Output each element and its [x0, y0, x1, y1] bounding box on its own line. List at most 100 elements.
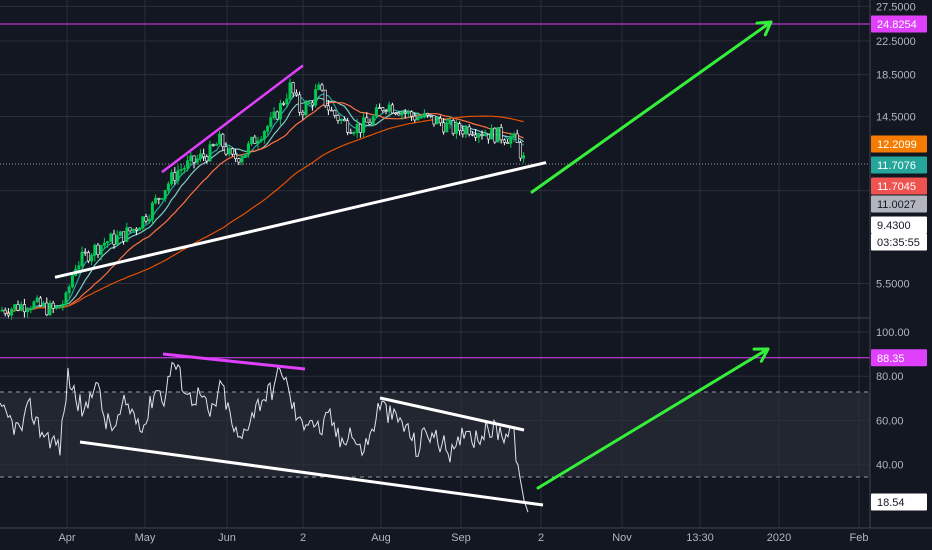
- candle: [192, 155, 196, 169]
- candle: [310, 100, 314, 111]
- price-tick-label: 14.5000: [876, 112, 916, 124]
- candle: [246, 141, 250, 158]
- candle: [163, 190, 167, 203]
- price-tick-label: 18.5000: [876, 70, 916, 82]
- candle: [70, 272, 74, 289]
- candle: [429, 114, 433, 119]
- candle: [243, 154, 247, 158]
- candle: [474, 129, 478, 142]
- candle: [58, 306, 62, 309]
- bullish-arrow-price[interactable]: [530, 20, 773, 194]
- candle: [403, 108, 407, 119]
- time-tick-label: 13:30: [686, 532, 714, 544]
- candle: [48, 300, 52, 317]
- candle: [419, 114, 423, 119]
- candle: [182, 165, 186, 174]
- rsi-divergence-line[interactable]: [162, 352, 306, 371]
- svg-text:88.35: 88.35: [877, 353, 905, 365]
- candle: [106, 240, 110, 248]
- candle: [32, 300, 36, 310]
- candle: [342, 116, 346, 122]
- price-tick-label: 27.5000: [876, 1, 916, 13]
- candle: [400, 110, 404, 120]
- candle: [54, 305, 58, 310]
- price-badge-horizontal-line: 24.8254: [871, 15, 927, 33]
- candle: [13, 304, 17, 313]
- candle: [80, 246, 84, 271]
- time-axis[interactable]: Apr May Jun 2 Aug Sep 2 Nov 13:30 2020 Feb: [0, 527, 932, 544]
- time-tick-label: 2: [538, 532, 544, 544]
- candle: [26, 307, 30, 318]
- candle: [451, 118, 455, 136]
- candle: [298, 91, 302, 116]
- candle: [499, 124, 503, 144]
- price-badge-ma-short: 11.7076: [871, 156, 927, 174]
- candle: [218, 131, 222, 145]
- candle: [422, 109, 426, 119]
- rsi-support-trendline[interactable]: [79, 440, 544, 507]
- candle: [173, 167, 177, 185]
- candle: [0, 306, 4, 312]
- time-tick-label: 2: [300, 532, 306, 544]
- candle: [413, 112, 417, 123]
- rsi-panel[interactable]: [0, 347, 870, 513]
- candle: [378, 103, 382, 109]
- candle: [387, 101, 391, 118]
- candle: [317, 82, 321, 91]
- candle: [211, 143, 215, 147]
- candle: [269, 112, 273, 129]
- price-drawings[interactable]: [0, 20, 870, 279]
- candle: [45, 297, 49, 317]
- candle: [109, 232, 113, 242]
- candle: [147, 214, 151, 224]
- price-badge-ma-mid: 11.7045: [871, 177, 927, 195]
- rsi-tick-label: 100.00: [876, 327, 910, 339]
- candle: [307, 100, 311, 105]
- candle: [442, 118, 446, 135]
- price-badge-crosshair: 9.4300: [871, 216, 927, 234]
- candle: [470, 131, 474, 137]
- candle: [189, 152, 193, 166]
- candle: [157, 197, 161, 205]
- candle: [458, 121, 462, 136]
- candle: [208, 140, 212, 162]
- candle: [67, 284, 71, 299]
- time-tick-label: Feb: [850, 532, 869, 544]
- candle: [448, 115, 452, 129]
- candle: [493, 127, 497, 144]
- candle: [262, 129, 266, 144]
- candle: [3, 307, 7, 317]
- rsi-resistance-trendline[interactable]: [379, 396, 525, 432]
- candle: [224, 142, 228, 156]
- candle: [51, 300, 55, 314]
- candle: [202, 148, 206, 162]
- price-badge-last-price: 11.0027: [871, 195, 927, 213]
- candle: [416, 112, 420, 121]
- price-axis[interactable]: 27.5000 22.5000 18.5000 14.5000 9.4300 5.5000…: [869, 0, 927, 528]
- candle: [518, 140, 522, 162]
- candle: [509, 132, 513, 148]
- candle: [198, 149, 202, 162]
- candle: [250, 136, 254, 147]
- rsi-drawings[interactable]: [0, 347, 870, 507]
- candle: [304, 99, 308, 118]
- divergence-trendline[interactable]: [161, 64, 304, 174]
- rsi-tick-label: 60.00: [876, 415, 904, 427]
- candle: [102, 237, 106, 249]
- candle: [432, 115, 436, 127]
- candle: [512, 132, 516, 143]
- candle: [374, 104, 378, 118]
- svg-text:24.8254: 24.8254: [877, 19, 917, 31]
- bullish-arrow-rsi[interactable]: [536, 347, 770, 490]
- candle: [352, 130, 356, 136]
- price-panel[interactable]: [0, 20, 870, 320]
- candle: [86, 250, 90, 264]
- rsi-tick-label: 40.00: [876, 460, 904, 472]
- candle: [336, 113, 340, 124]
- candle: [176, 165, 180, 185]
- support-trendline[interactable]: [54, 161, 547, 279]
- candle: [314, 84, 318, 108]
- candle: [118, 230, 122, 236]
- candle: [259, 135, 263, 143]
